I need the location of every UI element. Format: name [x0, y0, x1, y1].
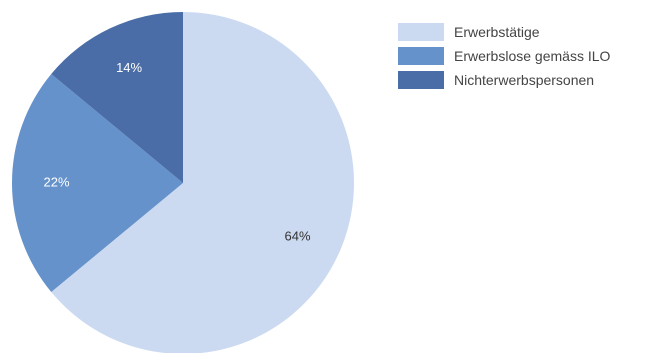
- legend-item-erwerbstaetige: Erwerbstätige: [398, 20, 610, 44]
- legend-swatch-erwerbslose: [398, 47, 444, 65]
- legend-label-nichterwerbspersonen: Nichterwerbspersonen: [454, 72, 595, 88]
- legend-item-erwerbslose: Erwerbslose gemäss ILO: [398, 44, 610, 68]
- pie-slice-label-erwerbslose: 22%: [43, 174, 69, 189]
- pie-slice-erwerbstaetige: [51, 12, 354, 353]
- pie-slice-label-erwerbstaetige: 64%: [284, 228, 310, 243]
- pie-slice-erwerbslose: [11, 74, 183, 292]
- legend-label-erwerbstaetige: Erwerbstätige: [454, 24, 540, 40]
- legend-swatch-erwerbstaetige: [398, 23, 444, 41]
- legend-swatch-nichterwerbspersonen: [398, 71, 444, 89]
- legend-item-nichterwerbspersonen: Nichterwerbspersonen: [398, 68, 610, 92]
- legend: Erwerbstätige Erwerbslose gemäss ILO Nic…: [398, 20, 610, 92]
- legend-label-erwerbslose: Erwerbslose gemäss ILO: [454, 48, 611, 64]
- pie-slice-nichterwerbspersonen: [51, 11, 183, 183]
- pie-slice-label-nichterwerbspersonen: 14%: [116, 60, 142, 75]
